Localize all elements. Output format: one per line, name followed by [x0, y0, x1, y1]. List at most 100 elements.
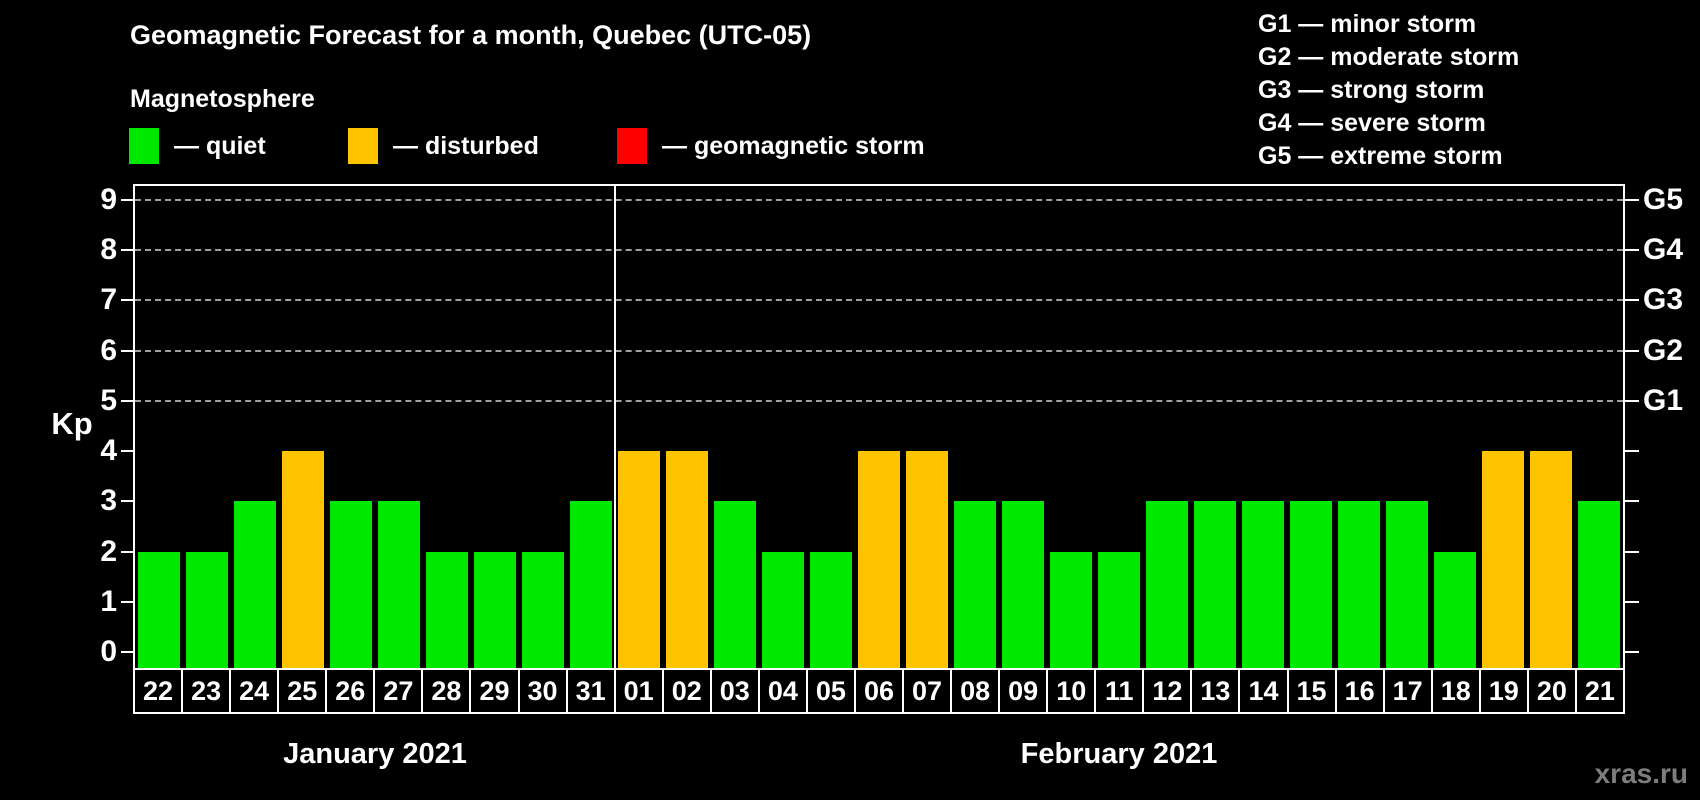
kp-bar-january-27 — [378, 501, 420, 668]
g-axis-label-g4: G4 — [1643, 233, 1684, 267]
month-separator-line — [614, 186, 616, 668]
g-axis-label-g3: G3 — [1643, 283, 1684, 317]
y-tick-right-0 — [1625, 651, 1639, 653]
g-legend-line-g2: G2 — moderate storm — [1258, 43, 1520, 71]
kp-bar-february-03 — [714, 501, 756, 668]
y-tick-right-1 — [1625, 600, 1639, 603]
magnetosphere-label: Magnetosphere — [130, 85, 315, 113]
day-cell-january-23: 23 — [183, 670, 232, 712]
gridline-g5 — [135, 199, 1623, 201]
disturbed-color-swatch — [348, 128, 378, 164]
y-tick-right-7 — [1625, 299, 1639, 302]
day-cell-february-02: 02 — [663, 670, 712, 712]
g-axis-label-g1: G1 — [1643, 383, 1684, 417]
day-cell-january-22: 22 — [135, 670, 184, 712]
y-tick-label-4: 4 — [100, 434, 117, 468]
y-tick-left-2 — [121, 550, 133, 553]
kp-bar-february-14 — [1242, 501, 1284, 668]
kp-bar-february-13 — [1194, 501, 1236, 668]
kp-bar-february-05 — [810, 551, 852, 668]
y-tick-right-4 — [1625, 450, 1639, 453]
day-cell-february-11: 11 — [1096, 670, 1145, 712]
day-cell-february-09: 09 — [1000, 670, 1049, 712]
kp-bar-february-06 — [858, 451, 900, 668]
day-cell-february-17: 17 — [1384, 670, 1433, 712]
day-cell-february-10: 10 — [1048, 670, 1097, 712]
day-axis-row: 22 23 24 25 26 27 28 29 30 31 01 02 03 04 05 06 07 08 09 10… — [133, 668, 1625, 714]
gridline-g1 — [135, 399, 1623, 402]
day-cell-january-30: 30 — [519, 670, 568, 712]
day-cell-february-04: 04 — [759, 670, 808, 712]
day-cell-february-06: 06 — [855, 670, 904, 712]
y-tick-label-7: 7 — [100, 283, 117, 317]
y-tick-label-1: 1 — [100, 584, 117, 618]
kp-bar-february-21 — [1578, 501, 1620, 668]
plot-area: Kp 0 1 2 3 4 5 G1 6 G2 7 G3 8 G4 9 G5 — [51, 183, 1683, 668]
month-label-january-2021: January 2021 — [283, 738, 467, 770]
g-legend-line-g5: G5 — extreme storm — [1258, 142, 1503, 170]
kp-bar-february-09 — [1002, 501, 1044, 668]
y-tick-right-2 — [1625, 550, 1639, 553]
kp-bar-january-24 — [234, 501, 276, 668]
y-tick-right-9 — [1625, 199, 1639, 201]
kp-bar-february-12 — [1146, 501, 1188, 668]
storm-color-swatch — [617, 128, 647, 164]
y-tick-label-9: 9 — [100, 183, 117, 216]
day-cell-february-14: 14 — [1240, 670, 1289, 712]
day-cell-january-27: 27 — [375, 670, 424, 712]
gridline-g2 — [135, 349, 1623, 352]
kp-bar-january-26 — [330, 501, 372, 668]
y-tick-left-1 — [121, 600, 133, 603]
kp-bar-february-11 — [1098, 551, 1140, 668]
kp-bar-january-22 — [138, 551, 180, 668]
y-tick-left-9 — [121, 199, 133, 201]
day-cell-january-24: 24 — [231, 670, 280, 712]
y-tick-label-0: 0 — [100, 635, 117, 668]
gridline-g3 — [135, 299, 1623, 302]
y-tick-label-5: 5 — [100, 383, 117, 417]
legend-item-quiet: — quiet — [129, 127, 266, 165]
day-cell-february-07: 07 — [904, 670, 953, 712]
kp-bar-february-01 — [618, 451, 660, 668]
day-cell-january-26: 26 — [327, 670, 376, 712]
day-cell-february-03: 03 — [711, 670, 760, 712]
day-cell-february-19: 19 — [1480, 670, 1529, 712]
y-axis-title: Kp — [51, 406, 93, 441]
day-cell-january-25: 25 — [279, 670, 328, 712]
kp-bar-january-28 — [426, 551, 468, 668]
kp-bar-february-07 — [906, 451, 948, 668]
day-cell-february-15: 15 — [1288, 670, 1337, 712]
day-cell-february-05: 05 — [807, 670, 856, 712]
day-cell-january-31: 31 — [567, 670, 616, 712]
kp-bar-january-30 — [522, 551, 564, 668]
y-tick-left-0 — [121, 651, 133, 653]
g-legend-line-g4: G4 — severe storm — [1258, 109, 1486, 137]
g-axis-label-g5: G5 — [1643, 183, 1684, 216]
day-cell-january-28: 28 — [423, 670, 472, 712]
kp-bar-february-02 — [666, 451, 708, 668]
g-axis-label-g2: G2 — [1643, 333, 1684, 367]
watermark: xras.ru — [1594, 758, 1688, 789]
kp-bar-february-18 — [1434, 551, 1476, 668]
y-tick-label-2: 2 — [100, 534, 117, 568]
g-legend-line-g1: G1 — minor storm — [1258, 10, 1477, 38]
legend-label-storm: — geomagnetic storm — [662, 131, 925, 160]
y-tick-left-7 — [121, 299, 133, 302]
kp-bar-january-25 — [282, 451, 324, 668]
y-tick-right-8 — [1625, 249, 1639, 252]
kp-bar-february-04 — [762, 551, 804, 668]
day-cell-february-21: 21 — [1576, 670, 1623, 712]
y-tick-right-6 — [1625, 349, 1639, 352]
kp-bar-february-16 — [1338, 501, 1380, 668]
y-tick-label-6: 6 — [100, 333, 117, 367]
kp-bar-january-23 — [186, 551, 228, 668]
y-tick-right-5 — [1625, 399, 1639, 402]
g-legend-line-g3: G3 — strong storm — [1258, 76, 1485, 104]
month-label-february-2021: February 2021 — [1020, 738, 1218, 770]
y-tick-left-6 — [121, 349, 133, 352]
y-tick-right-3 — [1625, 500, 1639, 503]
day-cell-february-16: 16 — [1336, 670, 1385, 712]
kp-bar-february-08 — [954, 501, 996, 668]
kp-bar-february-15 — [1290, 501, 1332, 668]
